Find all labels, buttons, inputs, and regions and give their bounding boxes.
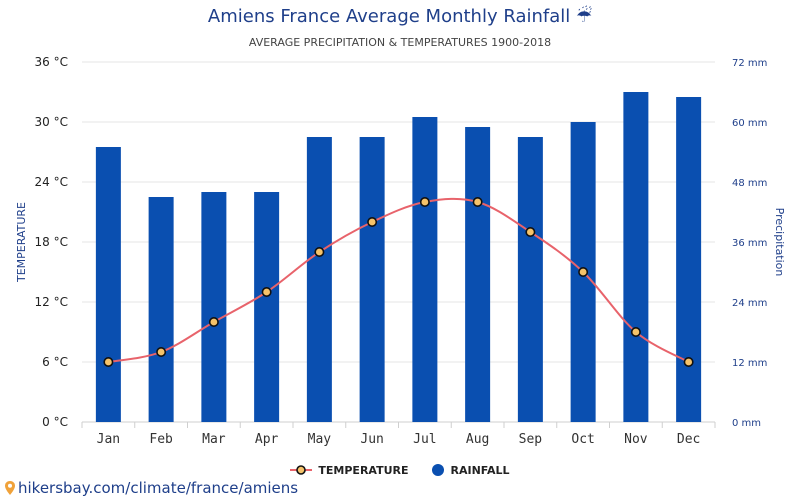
y-tick-label-left: 18 °C [35, 235, 68, 249]
y-tick-label-left: 24 °C [35, 175, 68, 189]
rainfall-bar [201, 192, 227, 422]
legend-label-rainfall: RAINFALL [450, 463, 510, 477]
temperature-point [156, 346, 167, 357]
rainfall-bar [676, 97, 702, 422]
x-tick-label: Nov [624, 432, 648, 447]
chart-title: Amiens France Average Monthly Rainfall ☔ [207, 6, 593, 27]
temperature-point [419, 197, 430, 208]
x-tick-label: Jan [97, 432, 120, 447]
temperature-point [367, 217, 378, 228]
x-tick-label: Oct [571, 432, 594, 447]
y-axis-title-right: Precipitation [773, 208, 786, 277]
chart-subtitle: AVERAGE PRECIPITATION & TEMPERATURES 190… [248, 36, 552, 49]
y-tick-label-right: 48 mm [732, 178, 767, 189]
temperature-point [472, 197, 483, 208]
rainfall-bar [412, 117, 438, 422]
temperature-point [578, 266, 589, 277]
y-tick-label-left: 6 °C [42, 355, 68, 369]
y-tick-label-right: 0 mm [732, 418, 761, 429]
rainfall-bar [306, 137, 332, 422]
y-tick-label-left: 36 °C [35, 55, 68, 69]
rainfall-bar [95, 147, 121, 422]
rainfall-bar [517, 137, 543, 422]
x-tick-label: May [308, 432, 332, 447]
y-tick-label-right: 24 mm [732, 298, 767, 309]
source-credit[interactable]: hikersbay.com/climate/france/amiens [4, 479, 298, 497]
temperature-point [208, 316, 219, 327]
rainfall-bar [148, 197, 174, 422]
rainfall-bar [254, 192, 280, 422]
temperature-line [108, 197, 690, 363]
legend-label-temperature: TEMPERATURE [318, 463, 409, 477]
temperature-point [683, 356, 694, 367]
temperature-point [525, 227, 536, 238]
source-credit-link[interactable]: hikersbay.com/climate/france/amiens [18, 479, 299, 497]
x-tick-label: Mar [202, 432, 226, 447]
y-tick-label-right: 60 mm [732, 118, 767, 129]
rainfall-legend-icon [431, 464, 444, 476]
y-tick-label-left: 12 °C [35, 295, 68, 309]
y-tick-label-right: 36 mm [732, 238, 767, 249]
x-tick-label: Jun [360, 432, 383, 447]
y-axis-title-left: TEMPERATURE [15, 202, 28, 283]
legend: TEMPERATURE RAINFALL [0, 463, 800, 477]
legend-item-rainfall[interactable]: RAINFALL [431, 463, 510, 477]
legend-item-temperature[interactable]: TEMPERATURE [290, 463, 409, 477]
x-tick-label: Aug [466, 432, 489, 447]
temperature-point [103, 356, 114, 367]
x-tick-label: Dec [677, 432, 700, 447]
rainfall-bar [623, 92, 649, 422]
rainfall-temperature-chart: 0 °C 0 mm 6 °C 12 mm 12 °C 24 mm 18 °C 36 mm 24 … [15, 55, 786, 447]
temperature-point [314, 247, 325, 258]
y-tick-label-right: 72 mm [732, 58, 767, 69]
x-tick-label: Apr [255, 432, 279, 447]
rainfall-bar [359, 137, 385, 422]
rainfall-bar [465, 127, 491, 422]
temperature-point [261, 286, 272, 297]
temperature-point [630, 326, 641, 337]
map-pin-icon [5, 481, 15, 495]
x-tick-label: Feb [149, 432, 173, 447]
temperature-legend-icon [290, 465, 313, 475]
y-tick-label-left: 0 °C [42, 415, 68, 429]
y-tick-label-right: 12 mm [732, 358, 767, 369]
y-tick-label-left: 30 °C [35, 115, 68, 129]
x-tick-label: Sep [519, 432, 543, 447]
x-tick-label: Jul [413, 432, 436, 447]
